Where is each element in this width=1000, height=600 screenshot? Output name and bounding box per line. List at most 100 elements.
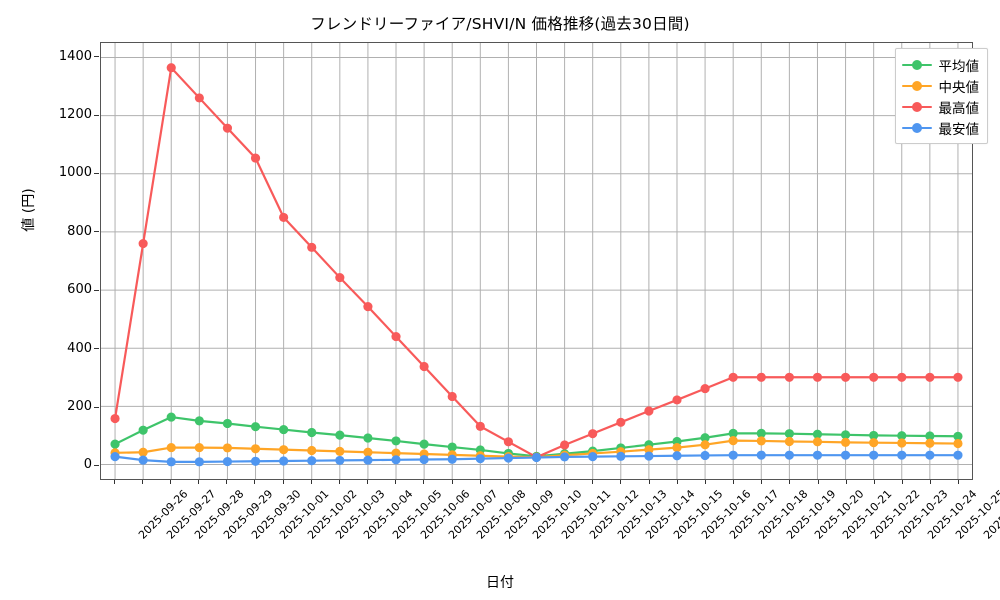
y-tick-mark (94, 289, 99, 291)
data-point (588, 452, 598, 462)
data-point (194, 443, 204, 453)
data-point (616, 451, 626, 461)
x-tick-mark (507, 480, 509, 484)
legend-item-3[interactable]: 最高値 (901, 96, 979, 117)
data-point (391, 436, 401, 446)
data-point (588, 429, 598, 439)
data-point (503, 453, 513, 463)
data-point (953, 450, 963, 460)
data-point (756, 436, 766, 446)
x-tick-mark (761, 480, 763, 484)
data-point (363, 433, 373, 443)
x-tick-mark (789, 480, 791, 484)
y-tick-label: 800 (67, 223, 92, 239)
data-point (672, 443, 682, 453)
grid-lines (101, 43, 972, 479)
data-point (953, 438, 963, 449)
data-point (728, 450, 738, 460)
x-tick-mark (254, 480, 256, 484)
x-tick-mark (451, 480, 453, 484)
data-point (784, 372, 794, 382)
y-tick-label: 600 (67, 282, 92, 298)
data-point (672, 451, 682, 461)
x-tick-mark (592, 480, 594, 484)
data-point (138, 447, 148, 457)
legend-item-2[interactable]: 中央値 (901, 75, 979, 96)
data-point (138, 425, 148, 435)
data-point (812, 372, 823, 382)
data-point (222, 443, 233, 453)
data-point (110, 439, 120, 449)
data-point (222, 456, 233, 467)
data-point (700, 433, 710, 443)
data-point (953, 431, 963, 441)
x-tick-mark (676, 480, 678, 484)
data-point (250, 456, 261, 466)
data-point (812, 450, 823, 460)
data-point (897, 372, 907, 382)
x-tick-mark (395, 480, 397, 484)
data-point (925, 372, 935, 382)
y-tick-mark (94, 464, 99, 466)
data-point (869, 372, 879, 382)
data-point (447, 391, 457, 402)
data-point (812, 437, 823, 447)
y-tick-mark (94, 348, 99, 350)
data-point (728, 428, 738, 438)
data-point (391, 455, 401, 465)
data-point (307, 242, 317, 252)
x-tick-mark (902, 480, 904, 484)
data-point (307, 445, 317, 456)
y-tick-label: 0 (83, 457, 92, 473)
plot-area (100, 42, 973, 480)
data-point (925, 450, 935, 460)
data-point (447, 454, 457, 464)
y-tick-mark (94, 231, 99, 233)
data-point (644, 451, 654, 461)
data-point (700, 450, 710, 461)
data-point (250, 153, 261, 163)
legend-swatch-icon (901, 58, 932, 72)
data-point (616, 417, 626, 427)
data-point (110, 452, 120, 462)
data-point (644, 445, 654, 455)
data-point (166, 412, 176, 422)
data-point (925, 431, 935, 441)
legend-item-1[interactable]: 平均値 (901, 54, 980, 75)
data-point (419, 439, 429, 449)
legend-label: 平均値 (938, 58, 980, 75)
data-point (166, 457, 176, 467)
y-axis-tick-labels: 0 200 400 600 800 1000 1200 1400 (42, 0, 99, 600)
x-tick-mark (226, 480, 228, 484)
x-tick-mark (169, 480, 171, 484)
chart-legend: 平均値 中央値 最高値 最安値 (894, 48, 988, 144)
data-point (784, 429, 794, 439)
data-point (335, 446, 345, 456)
x-tick-mark (648, 480, 650, 484)
x-tick-mark (873, 480, 875, 484)
data-point (925, 438, 935, 448)
plot-svg (101, 43, 972, 479)
data-point (700, 384, 710, 394)
legend-item-4[interactable]: 最安値 (901, 117, 979, 138)
data-point (560, 452, 570, 462)
x-tick-mark (620, 480, 622, 484)
data-point (279, 425, 289, 435)
data-point (869, 438, 879, 448)
data-point (363, 302, 373, 312)
data-point (391, 448, 401, 458)
data-point (953, 372, 963, 382)
data-point (700, 440, 710, 450)
data-point (110, 413, 120, 424)
data-point (475, 454, 485, 464)
legend-swatch-icon (901, 79, 932, 93)
data-point (279, 212, 289, 222)
y-tick-label: 400 (67, 340, 92, 356)
data-point (897, 438, 907, 448)
data-point (560, 440, 570, 450)
data-point (419, 361, 429, 372)
data-point (307, 456, 317, 466)
data-point (194, 416, 204, 426)
